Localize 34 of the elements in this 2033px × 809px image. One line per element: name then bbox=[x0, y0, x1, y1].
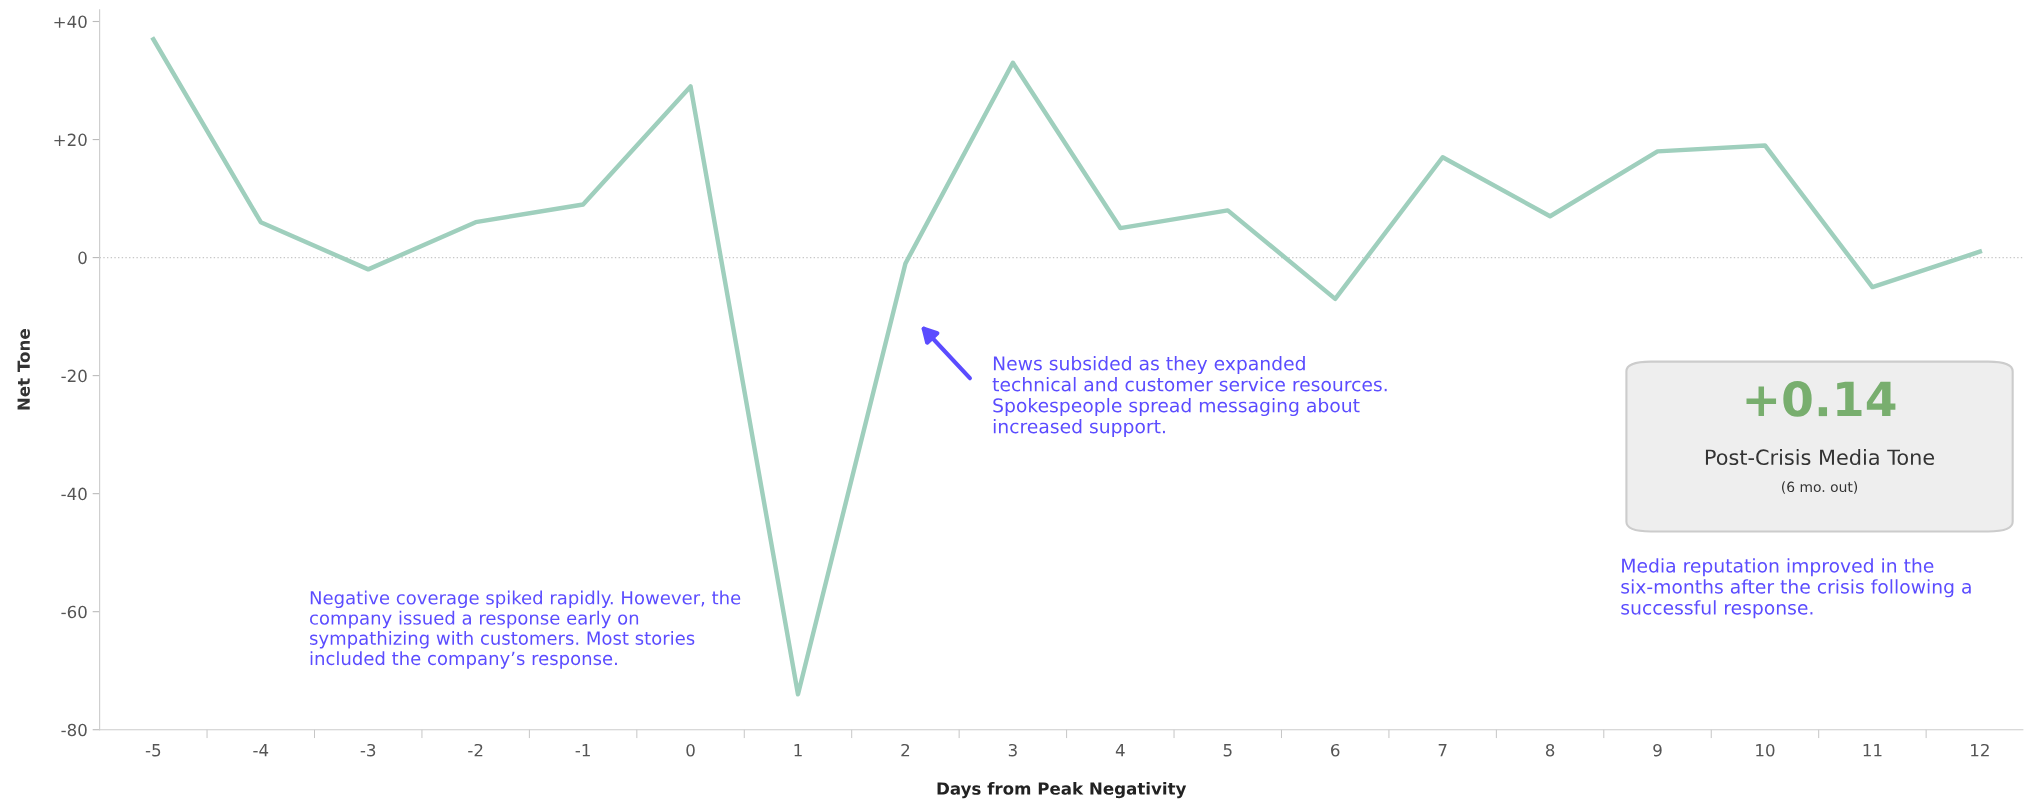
x-tick-label: -3 bbox=[360, 743, 376, 757]
y-tick-label: -80 bbox=[61, 723, 87, 737]
annotation: Negative coverage spiked rapidly. However, the company issued a response early on sympathizing with customers. Most stories included the company’s response. bbox=[309, 590, 741, 669]
x-tick-label: -2 bbox=[468, 743, 483, 757]
annotation: +0.14 bbox=[1746, 381, 1896, 417]
x-tick-label: -5 bbox=[145, 744, 161, 757]
y-tick-label: 0 bbox=[78, 251, 87, 265]
annotation: News subsided as they expanded technical and customer service resources. Spokespeople spread messaging about increased support. bbox=[992, 355, 1387, 438]
x-tick-label: 2 bbox=[901, 743, 910, 757]
y-tick-label: +40 bbox=[54, 15, 87, 29]
annotation: Post-Crisis Media Tone bbox=[1705, 448, 1935, 466]
line-series bbox=[151, 37, 1983, 697]
annotation: Media reputation improved in the six-months after the crisis following a successful response. bbox=[1621, 558, 1971, 619]
y-tick-label: -60 bbox=[61, 605, 87, 619]
x-tick-label: 7 bbox=[1438, 744, 1447, 757]
annotation: (6 mo. out) bbox=[1782, 481, 1858, 494]
x-axis-title: Days from Peak Negativity bbox=[937, 781, 1187, 799]
x-tick-label: 10 bbox=[1756, 743, 1775, 757]
x-tick-label: 4 bbox=[1115, 744, 1125, 757]
x-tick-label: 3 bbox=[1008, 743, 1017, 757]
x-tick-label: 6 bbox=[1331, 743, 1340, 757]
x-tick-label: 1 bbox=[794, 744, 802, 757]
y-tick-label: -40 bbox=[61, 487, 87, 501]
x-tick-label: -1 bbox=[575, 744, 590, 757]
x-tick-label: 8 bbox=[1545, 743, 1555, 757]
y-axis-title: Net Tone bbox=[17, 329, 30, 410]
x-tick-label: 5 bbox=[1223, 744, 1232, 757]
y-tick-label: -20 bbox=[61, 369, 87, 383]
x-tick-label: 12 bbox=[1971, 743, 1989, 757]
x-tick-label: 11 bbox=[1863, 744, 1882, 757]
x-tick-label: -4 bbox=[253, 744, 269, 757]
x-tick-label: 0 bbox=[686, 743, 695, 757]
y-tick-label: +20 bbox=[54, 133, 87, 147]
x-tick-label: 9 bbox=[1653, 743, 1662, 757]
